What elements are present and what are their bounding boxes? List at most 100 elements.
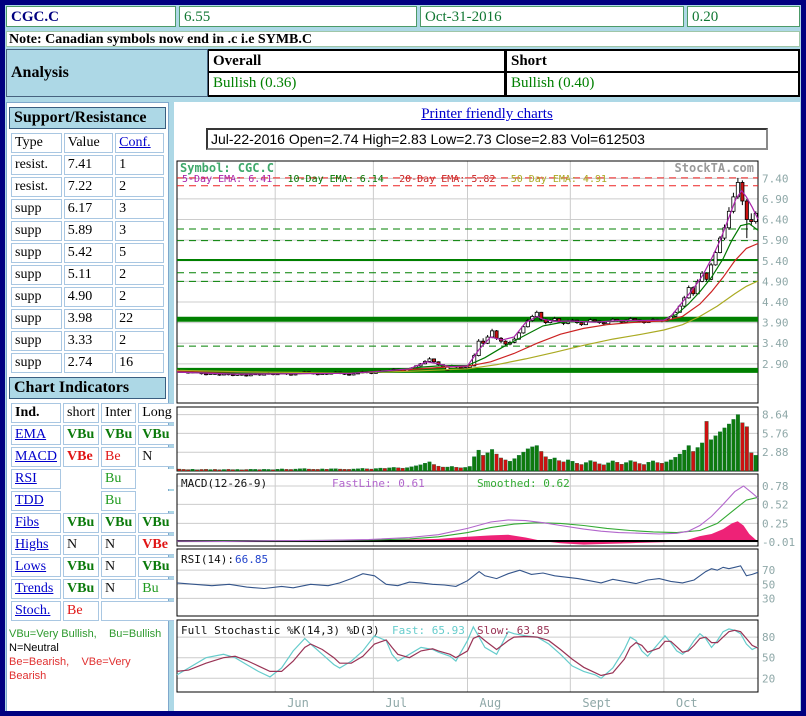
indicator-name: EMA [11,425,61,445]
volume-bar [504,460,508,471]
printer-friendly-link[interactable]: Printer friendly charts [421,106,553,122]
volume-bar [222,469,226,471]
candle [432,359,435,362]
indicator-link-tdd[interactable]: TDD [15,493,44,508]
axis-tick-label: 50 [762,578,775,591]
indicator-value [101,601,176,621]
table-row: resist.7.411 [11,155,164,175]
axis-tick-label: 80 [762,631,775,644]
ohlc-info-input[interactable] [206,128,768,150]
indicator-value: VBu [63,425,99,445]
chart-indicators-title: Chart Indicators [9,377,166,399]
indicator-name: Stoch. [11,601,61,621]
indicator-value: VBe [138,535,176,555]
candle [629,318,632,320]
date-cell: Oct-31-2016 [420,6,684,27]
volume-bar [276,469,280,471]
indicator-value: VBe [63,447,99,467]
volume-bar [450,466,454,471]
sr-conf: 3 [115,221,164,241]
volume-bar [361,468,365,471]
indicator-name: Trends [11,579,61,599]
candle [249,375,252,376]
volume-bar [575,463,579,471]
col-type: Type [11,133,62,153]
indicator-legend: VBu=Very Bullish, Bu=BullishN=NeutralBe=… [9,627,166,683]
indicator-value: Be [63,601,99,621]
volume-bar [709,440,713,471]
volume-bar [298,469,302,471]
volume-bar [481,455,485,471]
axis-tick-label: 0.52 [762,498,789,511]
volume-bar [477,450,481,471]
volume-bar [414,466,418,471]
axis-tick-label: 2.90 [762,358,789,371]
volume-bar [517,455,521,471]
indicator-value [63,491,99,511]
sr-type: supp [11,309,62,329]
sr-value: 6.17 [64,199,113,219]
volume-bar [472,457,476,471]
indicator-link-ema[interactable]: EMA [15,427,46,442]
volume-bar [638,463,642,471]
table-row: supp3.332 [11,331,164,351]
stockta-page: CGC.C 6.55 Oct-31-2016 0.20 Note: Canadi… [0,0,806,716]
legend-line: VBu=Very Bullish, Bu=Bullish [9,627,166,641]
indicator-link-lows[interactable]: Lows [15,559,46,574]
macd-label: MACD(12-26-9) [181,477,267,490]
volume-bar [606,463,610,471]
sr-value: 7.41 [64,155,113,175]
indicator-link-trends[interactable]: Trends [15,581,53,596]
legend-line: Be=Bearish, VBe=Very Bearish [9,655,166,683]
volume-bar [405,468,409,471]
candle [352,374,355,375]
month-label: Jul [385,696,407,710]
volume-bar [303,469,307,471]
analysis-short-header: Short [506,49,800,73]
volume-bar [253,469,257,471]
volume-bar [665,462,669,471]
candle [245,375,248,376]
indicator-link-macd[interactable]: MACD [15,449,57,464]
col-value: Value [64,133,113,153]
sr-value: 3.33 [64,331,113,351]
volume-bar [651,461,655,471]
watermark: StockTA.com [675,161,754,175]
table-row: LowsVBuNVBu [11,557,176,577]
volume-bar [455,467,459,471]
volume-bar [531,447,535,471]
indicator-value: VBu [101,425,136,445]
axis-tick-label: 0.25 [762,517,789,530]
stoch-slow-label: Slow: 63.85 [477,624,550,637]
col-ind: Ind. [11,403,61,423]
axis-tick-label: 3.40 [762,337,789,350]
volume-bar [374,469,378,471]
candle [714,253,717,265]
indicator-value [138,469,176,489]
sr-type: supp [11,265,62,285]
indicator-link-fibs[interactable]: Fibs [15,515,39,530]
candle [428,359,431,361]
candle [347,374,350,375]
table-row: resist.7.222 [11,177,164,197]
volume-bar [280,469,284,471]
volume-bar [316,469,320,471]
indicator-link-stoch[interactable]: Stoch. [15,603,50,618]
volume-bar [338,469,342,471]
table-row: Stoch. Be [11,601,176,621]
macd-fastline-label: FastLine: 0.61 [332,477,425,490]
volume-bar [262,469,266,471]
conf-link[interactable]: Conf. [119,135,151,150]
sr-conf: 2 [115,177,164,197]
analysis-block: Analysis Overall Short Bullish (0.36) Bu… [6,49,800,97]
sr-value: 5.11 [64,265,113,285]
volume-bar [356,469,360,471]
axis-tick-label: 4.90 [762,275,789,288]
indicator-link-rsi[interactable]: RSI [15,471,37,486]
indicator-link-highs[interactable]: Highs [15,537,48,552]
rsi-value: 66.85 [235,553,268,566]
volume-bar [468,466,472,471]
volume-bar [741,423,745,471]
indicator-value [138,491,176,511]
volume-bar [213,469,217,471]
